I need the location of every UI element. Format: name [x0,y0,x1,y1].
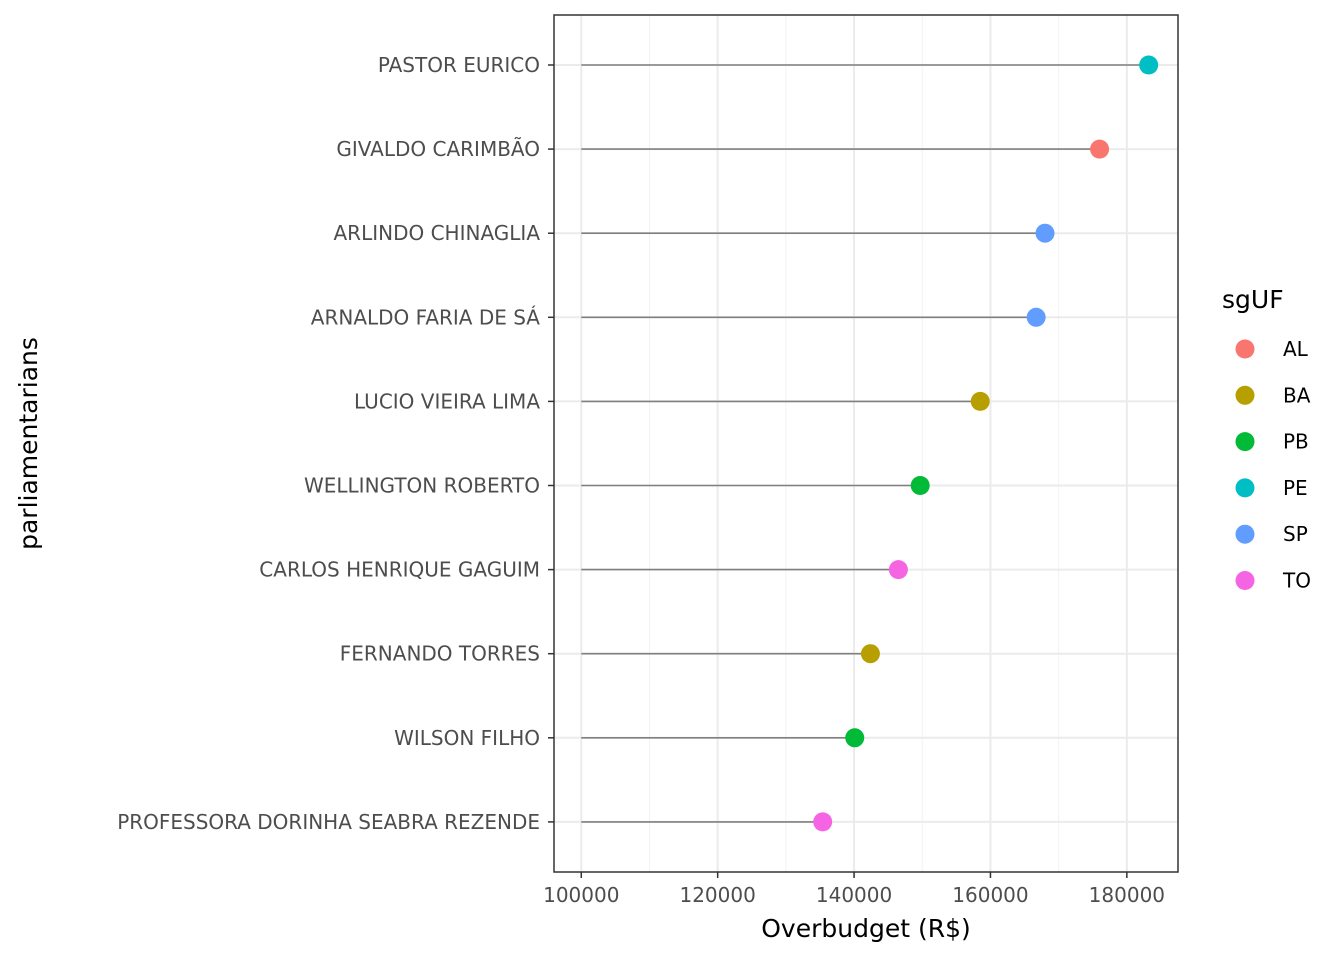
data-point [1035,223,1055,243]
legend-key [1235,478,1255,498]
legend-label: AL [1283,337,1309,361]
y-tick-label: CARLOS HENRIQUE GAGUIM [259,558,540,582]
lollipop-segments [581,64,1149,823]
axes: PASTOR EURICO GIVALDO CARIMBÃO ARLINDO CHI… [117,53,1165,907]
y-tick-label: ARLINDO CHINAGLIA [334,221,541,245]
y-tick-label: WELLINGTON ROBERTO [304,474,540,498]
data-point [1026,307,1046,327]
plot-panel-border [553,14,1179,873]
data-point [1090,139,1110,159]
data-point [910,476,930,495]
legend-label: BA [1283,383,1311,407]
x-tick-label: 100000 [543,883,619,907]
legend-label: SP [1283,522,1308,546]
legend-key [1235,524,1255,544]
x-tick-label: 180000 [1089,883,1165,907]
y-tick-label: ARNALDO FARIA DE SÁ [311,305,541,329]
legend-key [1235,385,1255,405]
data-point [845,728,865,748]
legend: sgUF AL BA PB PE SP TO [1222,285,1311,593]
legend-key [1235,339,1255,359]
legend-key [1235,571,1255,590]
y-tick-label: FERNANDO TORRES [340,642,540,666]
y-tick-label: PROFESSORA DORINHA SEABRA REZENDE [117,810,540,834]
legend-label: TO [1282,569,1311,593]
y-tick-label: LUCIO VIEIRA LIMA [354,389,540,413]
y-tick-label: GIVALDO CARIMBÃO [336,137,540,161]
legend-key [1235,432,1255,452]
legend-label: PB [1283,430,1309,454]
y-tick-label: WILSON FILHO [394,726,540,750]
legend-title: sgUF [1222,285,1284,314]
x-tick-label: 160000 [952,883,1028,907]
data-point [1139,55,1159,75]
x-tick-label: 120000 [679,883,755,907]
x-tick-label: 140000 [816,883,892,907]
data-point [813,812,833,832]
data-point [970,391,990,411]
y-axis-title: parliamentarians [14,337,43,550]
data-point [888,560,908,580]
x-axis-title: Overbudget (R$) [761,914,971,943]
y-tick-label: PASTOR EURICO [378,53,540,77]
data-point [860,644,880,664]
legend-label: PE [1283,476,1308,500]
data-points [813,55,1159,832]
grid [554,15,1178,872]
